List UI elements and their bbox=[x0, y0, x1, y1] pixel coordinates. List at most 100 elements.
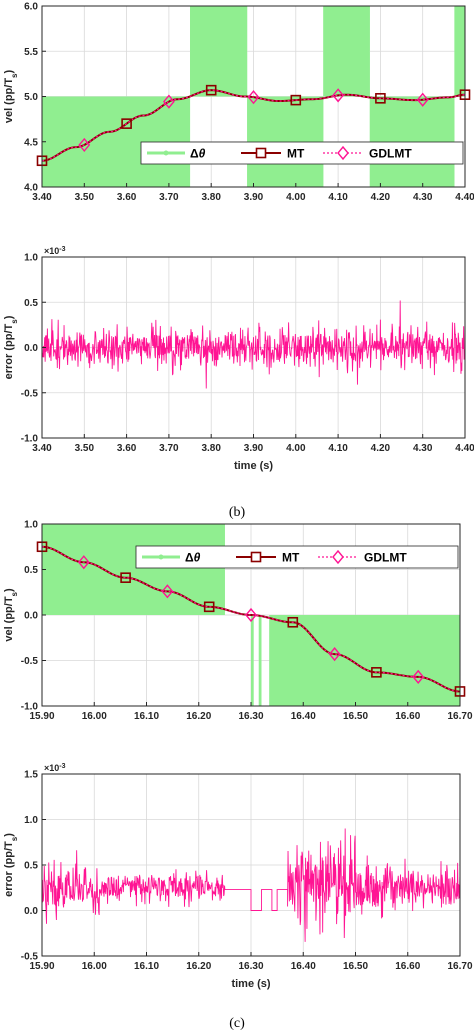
x-tick-label: 3.40 bbox=[32, 192, 52, 203]
x-tick-label: 16.40 bbox=[291, 961, 316, 972]
legend-gdlmt-marker bbox=[332, 549, 344, 565]
x-tick-label: 4.00 bbox=[286, 192, 306, 203]
x-tick-label: 16.50 bbox=[343, 961, 368, 972]
mt-marker bbox=[287, 616, 299, 628]
mt-marker bbox=[290, 94, 302, 106]
gdlmt-marker bbox=[328, 647, 341, 662]
y-axis-label: vel (pp/Ts) bbox=[3, 69, 19, 123]
legend-mt-label: MT bbox=[287, 147, 305, 161]
x-tick-label: 3.70 bbox=[159, 192, 179, 203]
y-tick-label: 1.0 bbox=[24, 815, 38, 826]
mt-marker bbox=[205, 84, 217, 96]
y-tick-label: -1.0 bbox=[21, 702, 39, 713]
x-tick-label: 15.90 bbox=[29, 711, 54, 722]
x-tick-label: 4.00 bbox=[286, 443, 306, 454]
legend-dtheta-dot bbox=[158, 554, 164, 560]
error-signal bbox=[42, 828, 460, 942]
legend-box bbox=[135, 545, 459, 569]
x-tick-label: 16.50 bbox=[343, 711, 368, 722]
dtheta-fill-3 bbox=[269, 615, 460, 706]
x-tick-label: 16.20 bbox=[186, 711, 211, 722]
y-tick-label: -0.5 bbox=[21, 656, 39, 667]
legend-gdlmt-label: GDLMT bbox=[369, 147, 412, 161]
dtheta-fill-1 bbox=[251, 615, 254, 706]
x-axis-label: time (s) bbox=[234, 460, 273, 472]
y-axis-label: error (pp/Ts) bbox=[3, 833, 19, 897]
dtheta-fill-2 bbox=[258, 615, 262, 706]
dtheta-fill-0 bbox=[42, 524, 225, 615]
legend-box bbox=[140, 141, 464, 165]
series-mt-line bbox=[42, 545, 460, 693]
y-tick-label: 4.5 bbox=[24, 137, 38, 148]
chart-b-velocity: 3.40 3.50 3.60 3.70 3.80 3.90 4.00 4.10 4.20 4.30… bbox=[3, 2, 474, 204]
x-axis-label: time (s) bbox=[231, 978, 270, 990]
legend-mt-marker bbox=[250, 551, 262, 563]
y-exponent: ×10-3 bbox=[44, 246, 66, 257]
x-tick-label: 16.30 bbox=[238, 711, 263, 722]
y-tick-label: 1.0 bbox=[24, 253, 38, 264]
x-tick-label: 4.40 bbox=[455, 192, 474, 203]
y-tick-label: 5.0 bbox=[24, 92, 38, 103]
x-tick-label: 4.40 bbox=[455, 443, 474, 454]
legend-gdlmt-marker bbox=[337, 145, 349, 161]
mt-marker bbox=[371, 667, 382, 678]
dtheta-fill-1 bbox=[190, 6, 248, 97]
gdlmt-marker bbox=[332, 88, 345, 103]
legend-dtheta-label: Δθ bbox=[185, 551, 201, 565]
gdlmt-marker bbox=[416, 92, 429, 107]
x-tick-label: 16.60 bbox=[395, 961, 420, 972]
y-tick-label: 0.5 bbox=[24, 298, 38, 309]
series-gdlmt-line bbox=[42, 89, 465, 162]
y-tick-label: -0.5 bbox=[21, 952, 39, 963]
chart-c-error: 15.90 16.00 16.10 16.20 16.30 16.40 16.50 16.60… bbox=[3, 763, 473, 991]
x-tick-label: 4.20 bbox=[371, 443, 391, 454]
x-tick-label: 4.10 bbox=[328, 443, 348, 454]
x-tick-label: 4.30 bbox=[413, 443, 433, 454]
dtheta-fill-5 bbox=[454, 6, 465, 97]
legend-dtheta-label: Δθ bbox=[190, 147, 206, 161]
y-tick-label: 0.5 bbox=[24, 861, 38, 872]
gdlmt-marker bbox=[247, 90, 260, 105]
x-tick-label: 16.20 bbox=[186, 961, 211, 972]
y-tick-label: 0.5 bbox=[24, 565, 38, 576]
x-tick-label: 3.80 bbox=[201, 192, 221, 203]
dtheta-fill-3 bbox=[323, 6, 370, 97]
x-tick-label: 16.30 bbox=[238, 961, 263, 972]
x-tick-label: 16.00 bbox=[82, 961, 107, 972]
caption-c: (c) bbox=[229, 1016, 245, 1031]
x-tick-label: 16.70 bbox=[447, 711, 472, 722]
gdlmt-marker bbox=[412, 669, 425, 684]
x-tick-label: 16.00 bbox=[82, 711, 107, 722]
error-signal bbox=[42, 300, 465, 389]
x-tick-label: 4.20 bbox=[371, 192, 391, 203]
mt-marker bbox=[375, 93, 386, 104]
legend-mt-marker bbox=[255, 147, 267, 159]
x-tick-label: 4.30 bbox=[413, 192, 433, 203]
x-tick-label: 3.70 bbox=[159, 443, 179, 454]
x-tick-label: 3.90 bbox=[244, 192, 264, 203]
x-tick-label: 16.10 bbox=[134, 711, 159, 722]
x-tick-label: 3.60 bbox=[117, 443, 137, 454]
x-tick-label: 3.90 bbox=[244, 443, 264, 454]
y-tick-label: 5.5 bbox=[24, 47, 38, 58]
x-tick-label: 15.90 bbox=[29, 961, 54, 972]
gdlmt-marker bbox=[162, 94, 175, 109]
caption-b: (b) bbox=[229, 505, 246, 520]
y-tick-label: 0.0 bbox=[24, 611, 38, 622]
y-axis-label: vel (pp/Ts) bbox=[3, 588, 19, 642]
mt-marker bbox=[120, 572, 131, 583]
y-tick-label: 4.0 bbox=[24, 183, 38, 194]
gdlmt-marker bbox=[161, 584, 174, 599]
y-axis-label: error (pp/Ts) bbox=[3, 315, 19, 379]
y-tick-label: 1.5 bbox=[24, 770, 38, 781]
x-tick-label: 3.80 bbox=[201, 443, 221, 454]
mt-marker bbox=[203, 601, 215, 613]
gdlmt-marker bbox=[245, 607, 257, 623]
mt-marker bbox=[121, 118, 132, 129]
y-exponent: ×10-3 bbox=[44, 763, 66, 774]
x-tick-label: 3.40 bbox=[32, 443, 52, 454]
legend: Δθ MT GDLMT bbox=[140, 141, 464, 165]
x-tick-label: 16.60 bbox=[395, 711, 420, 722]
x-tick-label: 3.60 bbox=[117, 192, 137, 203]
chart-c-velocity: 15.90 16.00 16.10 16.20 16.30 16.40 16.50 16.60… bbox=[3, 520, 473, 723]
